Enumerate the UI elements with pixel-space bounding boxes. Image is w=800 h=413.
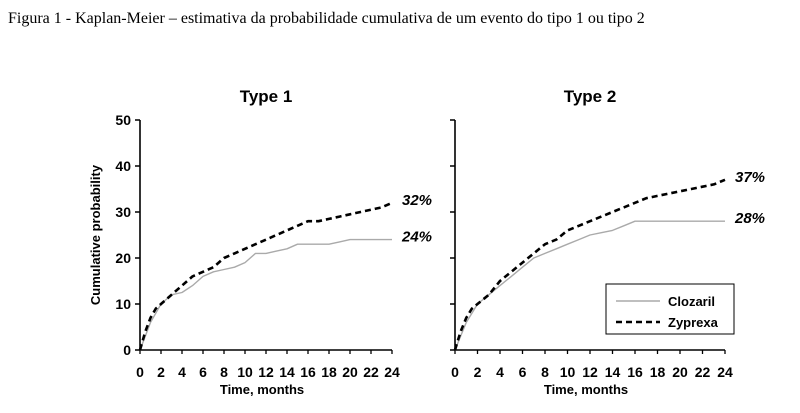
- series-line-zyprexa: [138, 201, 393, 351]
- y-tick-label: 30: [115, 204, 131, 220]
- legend-label-zyprexa: Zyprexa: [668, 315, 719, 330]
- y-tick-label: 20: [115, 250, 131, 266]
- x-tick-label: 2: [474, 364, 482, 380]
- x-tick-label: 22: [363, 364, 379, 380]
- x-tick-label: 22: [695, 364, 711, 380]
- end-label-clozaril: 24%: [401, 229, 432, 246]
- x-tick-label: 10: [560, 364, 576, 380]
- x-axis-label: Time, months: [544, 382, 628, 397]
- x-tick-label: 12: [258, 364, 274, 380]
- x-tick-label: 18: [650, 364, 666, 380]
- legend-label-clozaril: Clozaril: [668, 294, 715, 309]
- series-line-clozaril: [454, 220, 725, 351]
- y-tick-label: 50: [115, 112, 131, 128]
- x-tick-label: 20: [342, 364, 358, 380]
- x-tick-label: 24: [717, 364, 733, 380]
- x-tick-label: 0: [136, 364, 144, 380]
- series-line-zyprexa: [453, 178, 726, 351]
- figure-caption: Figura 1 - Kaplan-Meier – estimativa da …: [8, 10, 645, 27]
- x-tick-label: 0: [451, 364, 459, 380]
- y-tick-label: 10: [115, 296, 131, 312]
- end-label-clozaril: 28%: [734, 210, 765, 227]
- x-axis-label: Time, months: [220, 382, 304, 397]
- x-tick-label: 14: [605, 364, 621, 380]
- legend-box: [605, 283, 735, 335]
- x-tick-label: 24: [384, 364, 400, 380]
- x-tick-label: 8: [220, 364, 228, 380]
- chart-title: Type 1: [240, 87, 293, 106]
- x-tick-label: 4: [178, 364, 186, 380]
- x-tick-label: 14: [279, 364, 295, 380]
- x-tick-label: 16: [300, 364, 316, 380]
- series-line-clozaril: [139, 238, 392, 351]
- y-axis-label: Cumulative probability: [88, 164, 103, 305]
- legend: Clozaril Zyprexa: [605, 283, 735, 335]
- x-tick-label: 4: [496, 364, 504, 380]
- x-tick-label: 16: [627, 364, 643, 380]
- x-tick-label: 12: [582, 364, 598, 380]
- x-tick-label: 6: [199, 364, 207, 380]
- end-label-zyprexa: 37%: [735, 169, 765, 186]
- x-tick-label: 2: [157, 364, 165, 380]
- end-label-zyprexa: 32%: [402, 192, 432, 209]
- x-tick-label: 8: [541, 364, 549, 380]
- chart-title: Type 2: [564, 87, 617, 106]
- x-tick-label: 18: [321, 364, 337, 380]
- y-tick-label: 0: [123, 342, 131, 358]
- x-tick-label: 20: [672, 364, 688, 380]
- x-tick-label: 6: [519, 364, 527, 380]
- y-tick-label: 40: [115, 158, 131, 174]
- x-tick-label: 10: [237, 364, 253, 380]
